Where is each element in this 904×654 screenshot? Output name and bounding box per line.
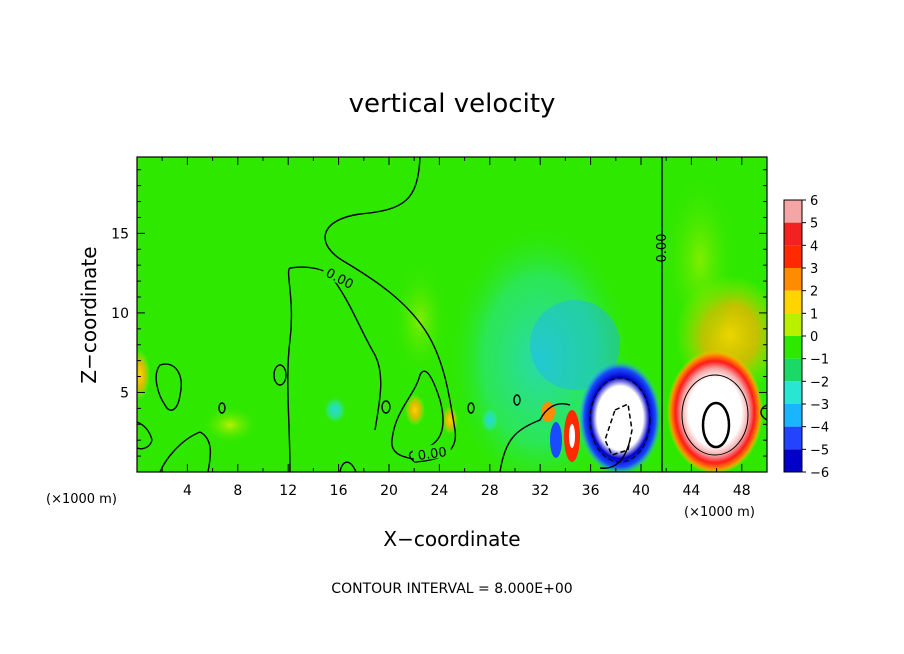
contour-zero-mid — [287, 266, 382, 472]
blue-zone — [530, 300, 620, 390]
contour-zero-loop-7 — [467, 402, 475, 414]
colorbar-tick-label: −1 — [810, 353, 829, 368]
colorbar-band — [784, 404, 802, 427]
x-unit-right: (×1000 m) — [684, 505, 755, 520]
colorbar-tick-label: −6 — [810, 466, 829, 481]
colorbar-band — [784, 313, 802, 336]
lime-zone — [660, 170, 740, 350]
y-tick-label: 5 — [120, 385, 129, 401]
colorbar-band — [784, 268, 802, 291]
contour-label-bg-3 — [646, 231, 660, 265]
contour-positive-2 — [701, 401, 731, 449]
x-tick-label: 28 — [481, 483, 499, 499]
colorbar-band — [784, 290, 802, 314]
colorbar-tick-label: 3 — [810, 262, 818, 277]
x-tick-label: 40 — [632, 483, 650, 499]
colorbar-tick-label: 4 — [810, 239, 818, 254]
positive-contours — [681, 374, 749, 456]
perturbation-left — [137, 350, 150, 400]
colorbar-tick-label: 0 — [810, 330, 818, 345]
colorbar-band — [784, 426, 802, 450]
narrow-updraft-core — [569, 424, 575, 448]
x-unit-left: (×1000 m) — [46, 492, 117, 507]
small-updraft — [541, 402, 555, 422]
colorbar-tick-label: 6 — [810, 194, 818, 209]
contour-zero-curve-1 — [159, 431, 201, 472]
x-axis-label: X−coordinate — [383, 527, 520, 551]
x-tick-label: 48 — [733, 483, 751, 499]
contour-label-3: 0.00 — [655, 234, 670, 263]
downdraft-core — [578, 360, 662, 472]
x-tick-label: 32 — [531, 483, 549, 499]
x-tick-label: 8 — [233, 483, 242, 499]
contour-zero-loop-8 — [137, 421, 153, 450]
colorbar-band — [784, 245, 802, 268]
colorbar-tick-label: 1 — [810, 307, 818, 322]
y-tick-label: 15 — [111, 226, 129, 242]
contour-positive-1 — [681, 374, 749, 456]
colorbar-band — [784, 222, 802, 246]
x-tick-label: 36 — [582, 483, 600, 499]
plot-field — [137, 157, 767, 472]
x-tick-label: 4 — [183, 483, 192, 499]
y-axis-label: Z−coordinate — [77, 246, 101, 383]
contour-zero-loop-5 — [339, 461, 357, 472]
colorbar: 6 5 4 3 2 1 0 −1 −2 −3 −4 −5 −6 — [783, 194, 829, 481]
y-tick-label: 10 — [111, 306, 129, 322]
colorbar-tick-label: −2 — [810, 375, 829, 390]
contour-zero-loop-9 — [760, 404, 767, 421]
contour-label-2: 0.00 — [417, 445, 448, 464]
x-tick-label: 44 — [682, 483, 700, 499]
contour-zero-loop-4 — [381, 400, 391, 414]
perturbation-16 — [323, 396, 347, 424]
colorbar-tick-label: 5 — [810, 217, 818, 232]
chart-title: vertical velocity — [349, 89, 556, 119]
updraft-core — [667, 350, 763, 472]
contour-labels: 0.00 0.00 0.00 — [321, 231, 670, 464]
colorbar-band — [784, 336, 802, 359]
contour-label-bg-1 — [321, 262, 360, 292]
colorbar-band — [784, 200, 802, 223]
plot-frame — [136, 156, 768, 473]
contour-negative-1 — [589, 377, 651, 463]
contour-interval: CONTOUR INTERVAL = 8.000E+00 — [331, 581, 572, 597]
colorbar-band — [784, 381, 802, 404]
colorbar-band — [784, 358, 802, 382]
contour-zero-loop-3 — [273, 364, 287, 386]
colorbar-tick-label: 2 — [810, 285, 818, 300]
colorbar-band — [784, 449, 802, 472]
x-tick-label: 24 — [430, 483, 448, 499]
contour-zero-loop-2 — [218, 402, 226, 414]
narrow-downdraft — [550, 422, 562, 458]
x-axis: 4 8 12 16 20 24 28 32 36 40 44 48 — [161, 157, 751, 499]
contour-zero-loop-6 — [513, 394, 521, 406]
x-tick-label: 12 — [279, 483, 297, 499]
negative-contours — [589, 377, 651, 463]
zero-contours — [137, 157, 767, 472]
colorbar-tick-label: −4 — [810, 421, 829, 436]
contour-label-bg-2 — [412, 442, 452, 462]
colorbar-tick-label: −3 — [810, 398, 829, 413]
perturbation-8 — [200, 405, 260, 445]
perturbation-22 — [405, 394, 425, 426]
colorbar-tick-label: −5 — [810, 443, 829, 458]
contour-zero-curve-2 — [199, 431, 212, 472]
contour-zero-loop-1 — [155, 363, 182, 411]
x-tick-label: 16 — [330, 483, 348, 499]
contour-zero-curve-3 — [499, 403, 571, 472]
x-tick-label: 20 — [380, 483, 398, 499]
y-axis: 5 10 15 — [111, 169, 767, 457]
perturbation-28 — [480, 406, 500, 434]
